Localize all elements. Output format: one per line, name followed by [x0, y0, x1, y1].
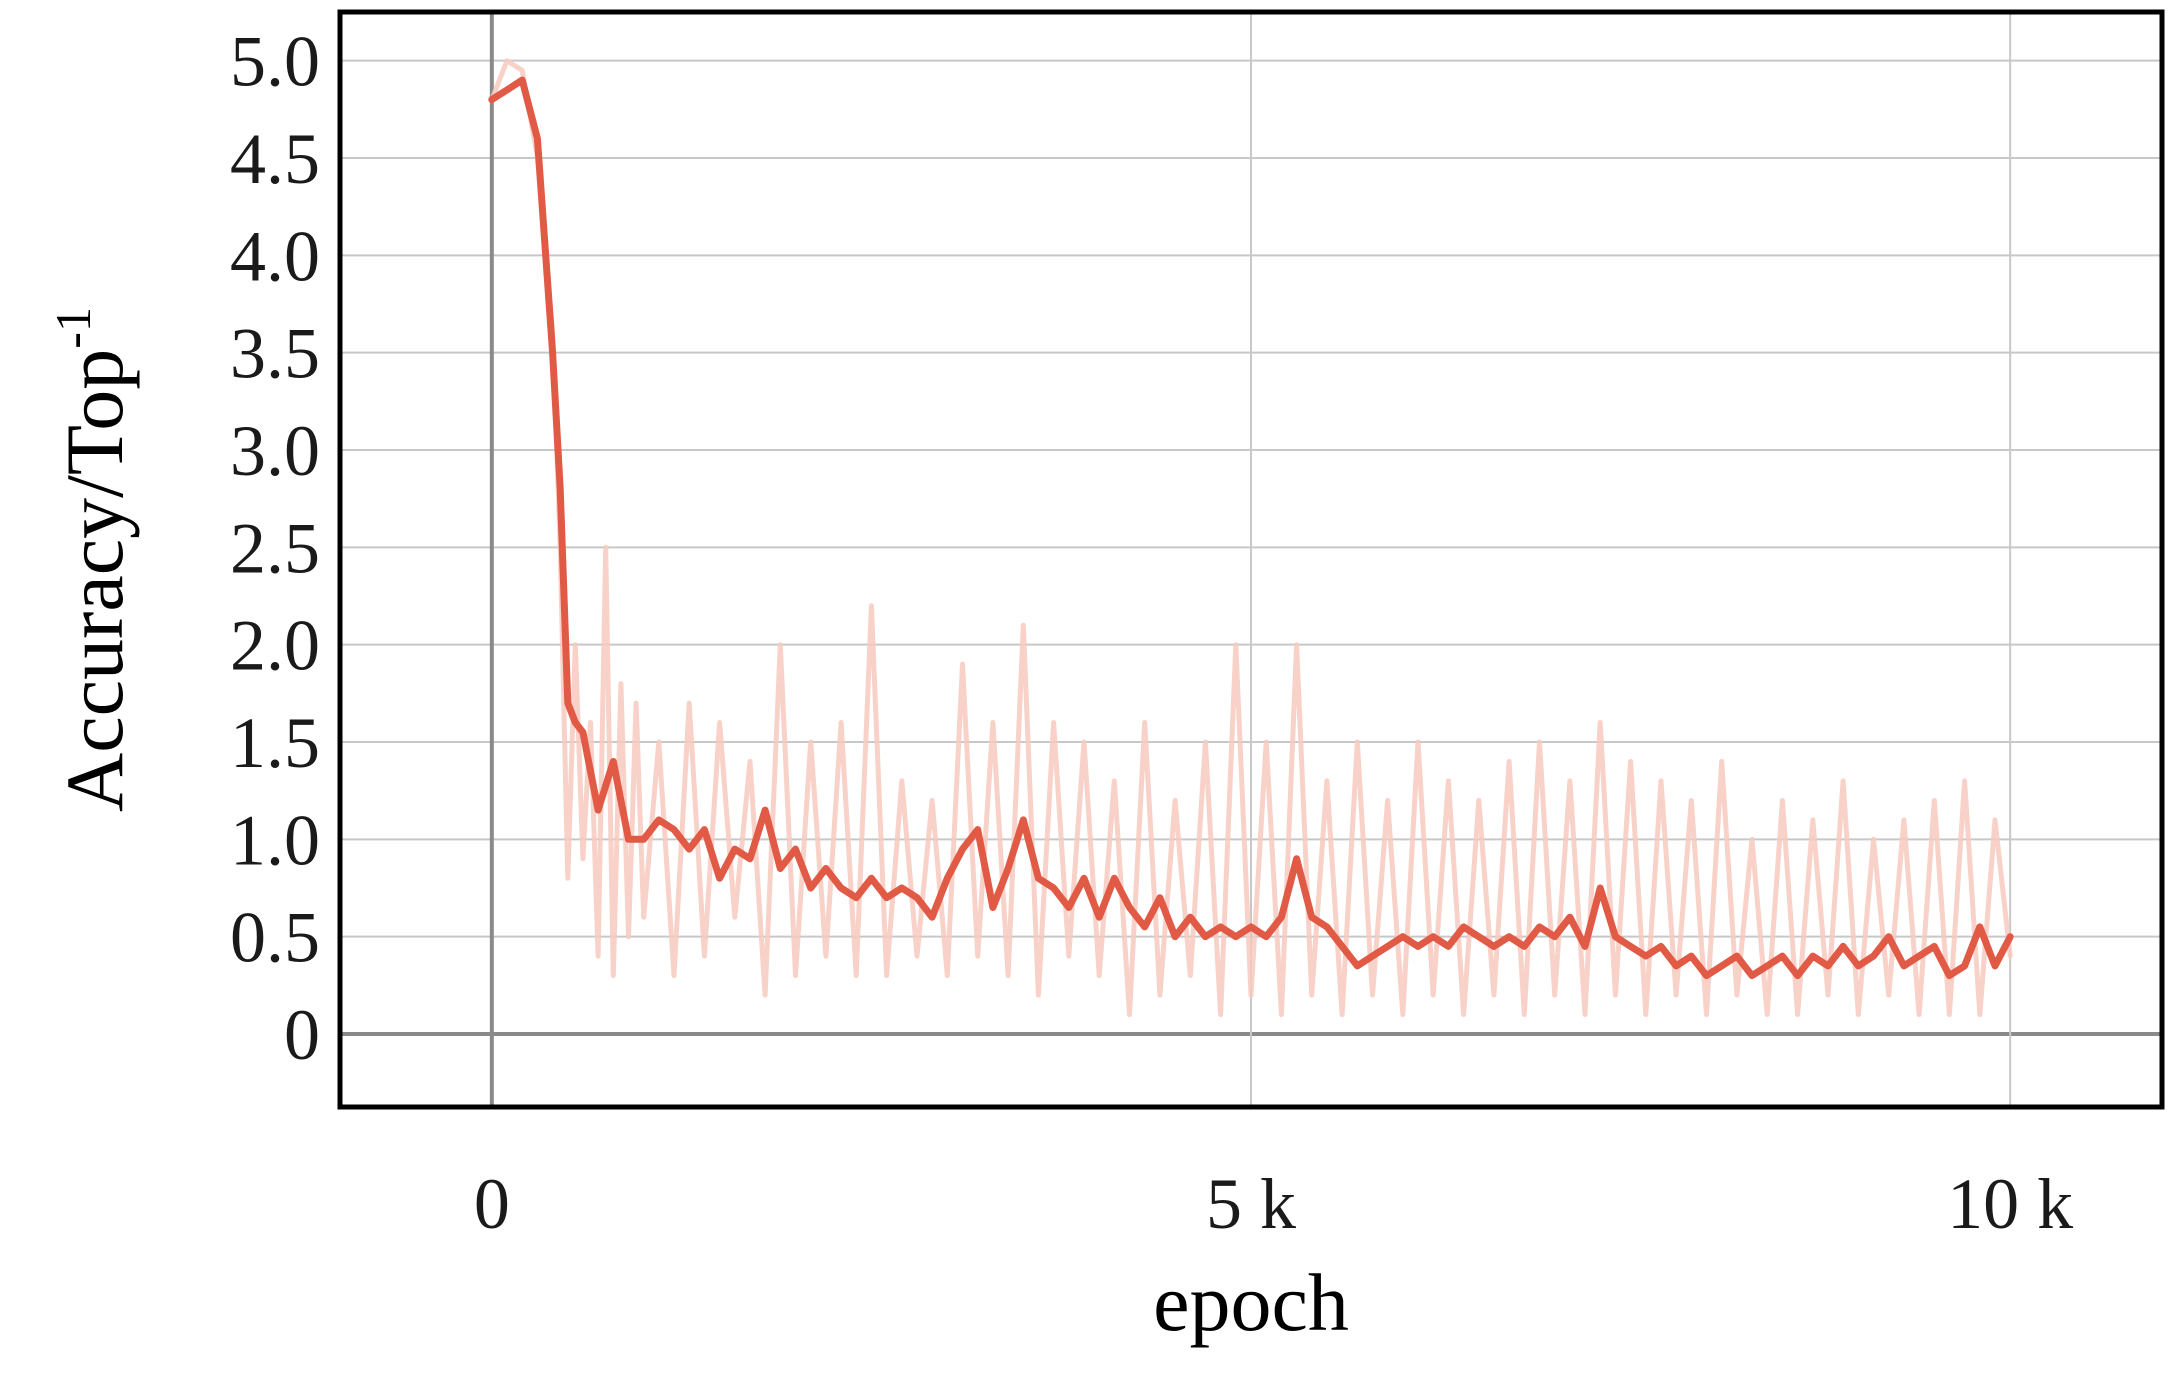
x-tick-labels: 0 5 k 10 k [474, 1164, 2073, 1244]
y-tick-label: 1.0 [230, 800, 320, 880]
y-axis-title-main: Accuracy/Top [49, 349, 140, 812]
raw-series-layer [489, 58, 2013, 1017]
x-tick-label: 5 k [1206, 1164, 1296, 1244]
raw-series-line [489, 58, 2013, 1017]
plot-frame [337, 9, 2165, 1110]
y-tick-label: 4.0 [230, 216, 320, 296]
x-tick-label: 0 [474, 1164, 510, 1244]
y-axis-title: Accuracy/Top-1 [45, 307, 140, 812]
y-tick-label: 2.5 [230, 508, 320, 588]
x-tick-label: 10 k [1947, 1164, 2073, 1244]
y-tick-label: 3.5 [230, 314, 320, 394]
y-tick-label: 2.0 [230, 606, 320, 686]
y-axis-title-superscript: -1 [45, 307, 101, 349]
y-tick-label: 3.0 [230, 411, 320, 491]
y-tick-label: 4.5 [230, 119, 320, 199]
y-tick-label: 0.5 [230, 898, 320, 978]
y-tick-label: 0 [284, 995, 320, 1075]
smoothed-series-line [488, 76, 2014, 980]
x-axis-title: epoch [1153, 1257, 1349, 1348]
y-tick-label: 5.0 [230, 22, 320, 102]
smoothed-series-layer [488, 76, 2014, 980]
y-tick-labels: 0 0.5 1.0 1.5 2.0 2.5 3.0 3.5 4.0 4.5 5.0 [230, 22, 320, 1075]
y-tick-label: 1.5 [230, 703, 320, 783]
